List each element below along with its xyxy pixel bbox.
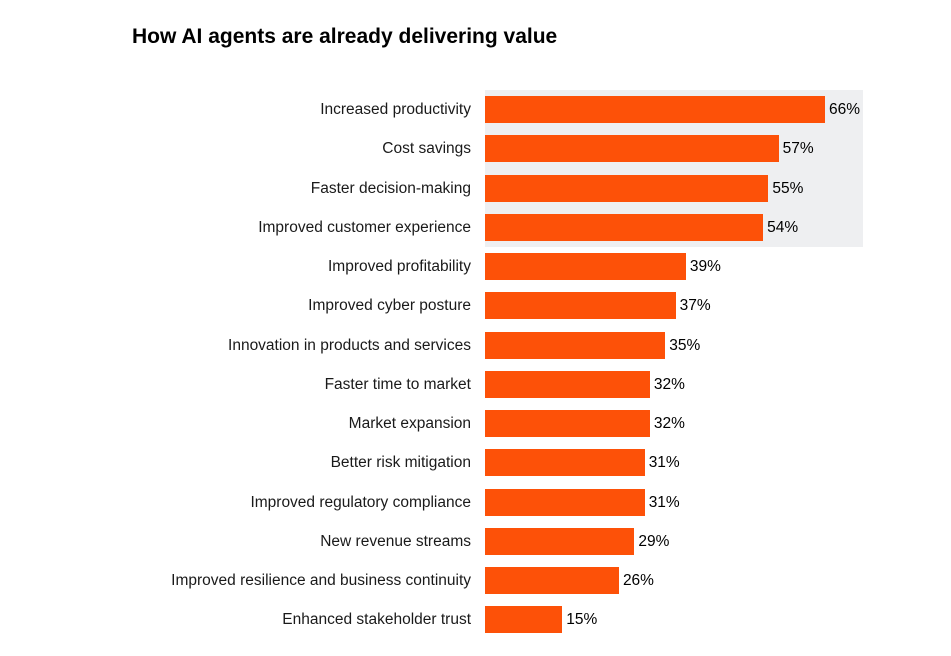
value-label: 31% xyxy=(648,493,680,511)
value-label: 31% xyxy=(648,454,680,472)
bar-row: Better risk mitigation 31% xyxy=(0,443,951,482)
category-label: Improved regulatory compliance xyxy=(250,493,471,511)
bar-row: Improved resilience and business continu… xyxy=(0,561,951,600)
bar-row: Faster time to market 32% xyxy=(0,365,951,404)
category-label: Innovation in products and services xyxy=(228,336,471,354)
bar-row: Improved cyber posture 37% xyxy=(0,286,951,325)
bar xyxy=(485,410,650,437)
bar xyxy=(485,567,619,594)
value-label: 37% xyxy=(679,297,711,315)
value-label: 39% xyxy=(689,258,721,275)
bar xyxy=(485,606,563,634)
value-label: 32% xyxy=(653,415,685,432)
value-label: 15% xyxy=(566,611,598,629)
category-label: Improved profitability xyxy=(327,258,471,275)
bar xyxy=(485,253,686,280)
category-label: Improved resilience and business continu… xyxy=(171,572,471,589)
value-label: 54% xyxy=(767,218,799,236)
bar-row: Enhanced stakeholder trust 15% xyxy=(0,600,951,639)
bar-row: Cost savings 57% xyxy=(0,129,951,168)
category-label: Faster time to market xyxy=(324,375,471,393)
value-label: 29% xyxy=(638,532,670,550)
bar xyxy=(485,449,645,477)
bar-row: Improved regulatory compliance 31% xyxy=(0,483,951,522)
category-label: Better risk mitigation xyxy=(330,454,471,472)
category-label: New revenue streams xyxy=(320,532,471,550)
bar xyxy=(485,96,825,123)
category-label: Enhanced stakeholder trust xyxy=(282,611,471,629)
value-label: 55% xyxy=(772,179,804,197)
value-label: 57% xyxy=(782,140,814,158)
bar xyxy=(485,331,666,359)
chart-title: How AI agents are already delivering val… xyxy=(132,25,558,48)
bar-row: Improved profitability 39% xyxy=(0,247,951,286)
category-label: Faster decision-making xyxy=(310,179,471,197)
category-label: Improved customer experience xyxy=(258,218,471,236)
bar xyxy=(485,292,676,320)
bar xyxy=(485,370,650,398)
bar xyxy=(485,213,764,241)
bar-row: Improved customer experience 54% xyxy=(0,208,951,247)
value-label: 32% xyxy=(653,375,685,393)
bar xyxy=(485,174,769,202)
bar-row: Increased productivity 66% xyxy=(0,90,951,129)
category-label: Improved cyber posture xyxy=(308,297,471,315)
bar xyxy=(485,527,635,555)
category-label: Cost savings xyxy=(382,140,471,158)
bar xyxy=(485,135,779,163)
category-label: Market expansion xyxy=(348,415,471,432)
category-label: Increased productivity xyxy=(320,101,471,118)
bar-row: Market expansion 32% xyxy=(0,404,951,443)
value-label: 26% xyxy=(622,572,654,589)
value-label: 35% xyxy=(669,336,701,354)
value-label: 66% xyxy=(829,101,861,118)
bar xyxy=(485,488,645,516)
bar-row: Innovation in products and services 35% xyxy=(0,326,951,365)
bar-row: Faster decision-making 55% xyxy=(0,169,951,208)
bar-row: New revenue streams 29% xyxy=(0,522,951,561)
